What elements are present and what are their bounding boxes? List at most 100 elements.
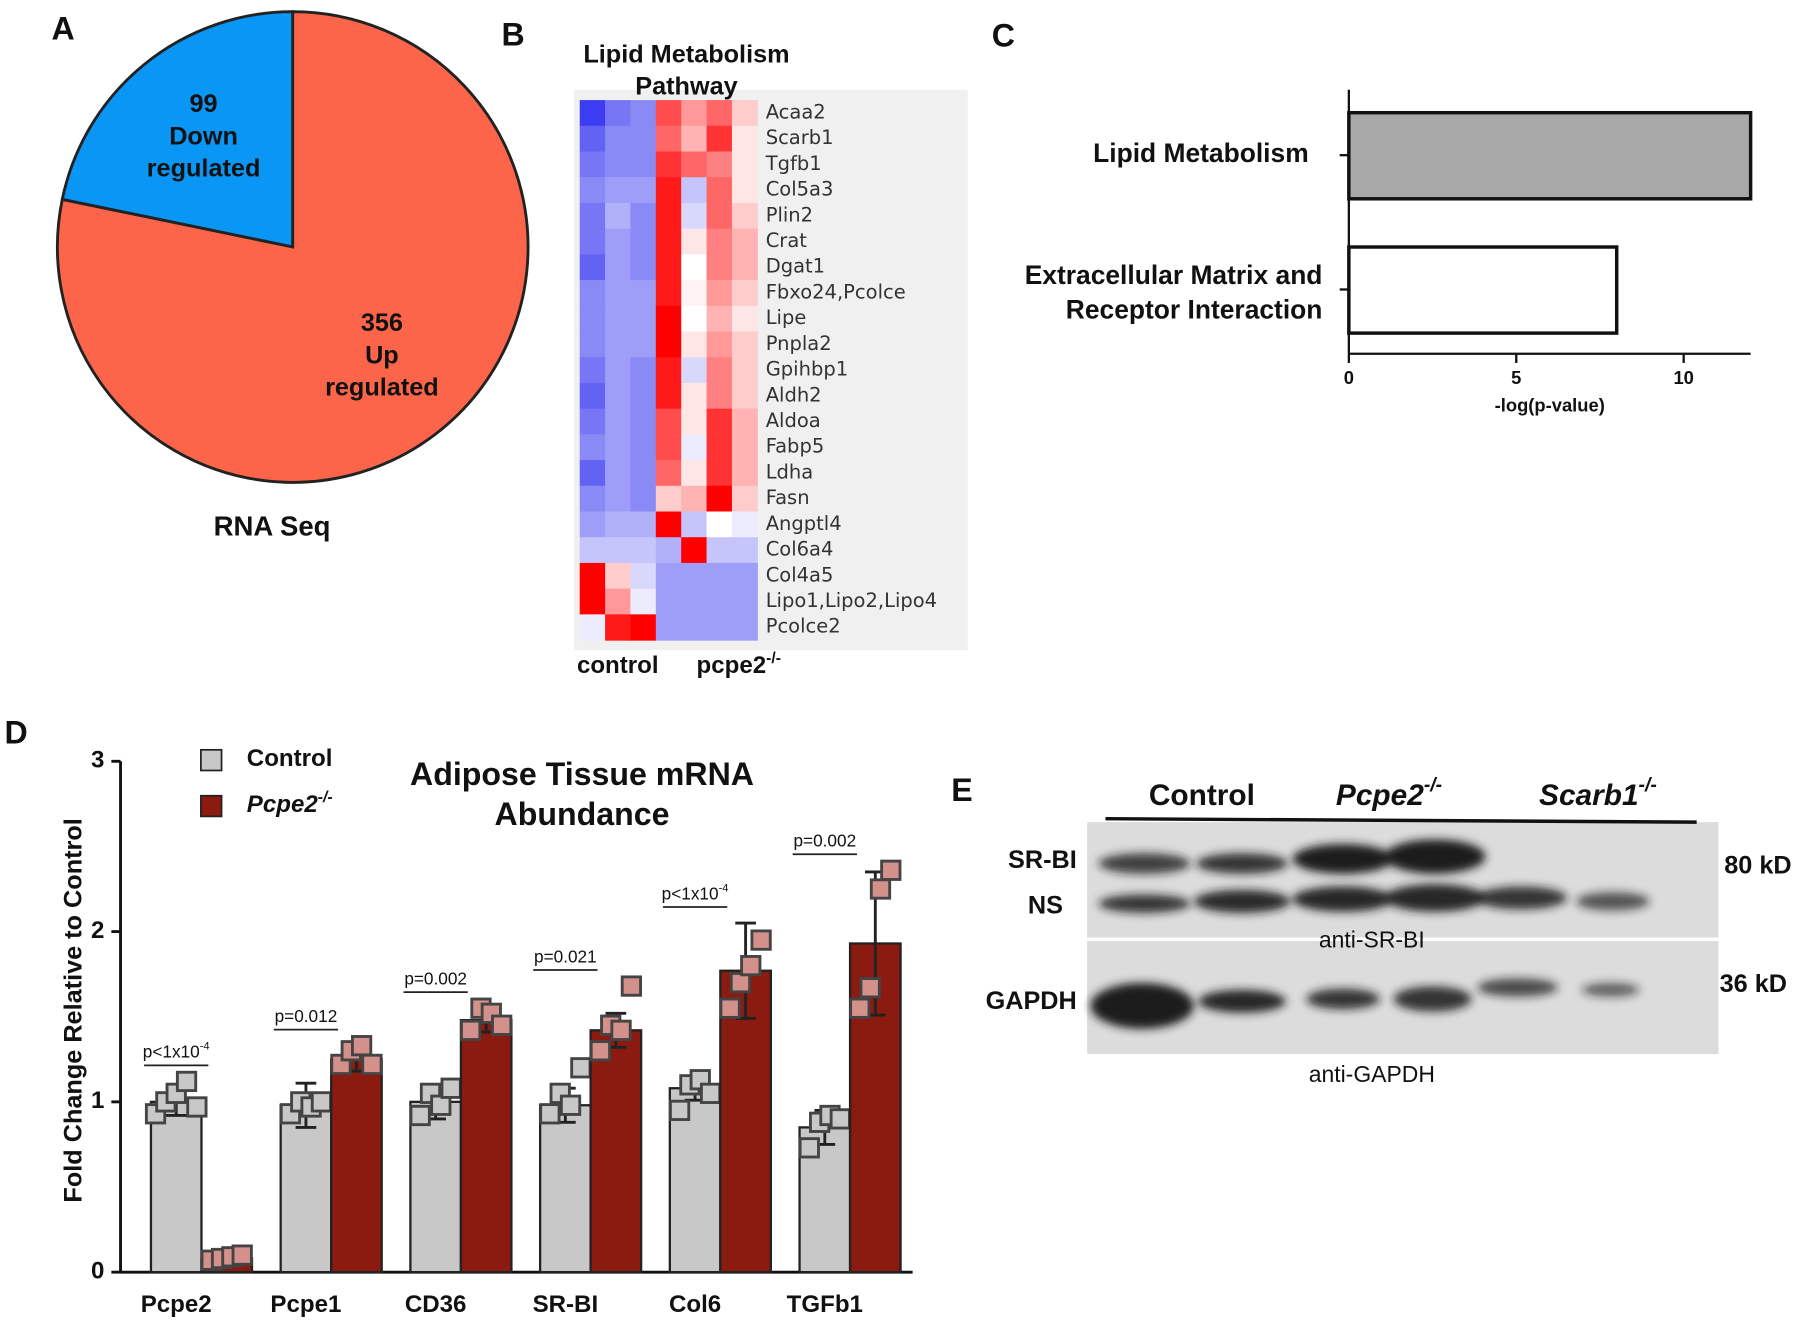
heatmap-cell (731, 511, 758, 538)
y-tick-label: Lipid Metabolism (1093, 138, 1309, 168)
heatmap-cell (681, 485, 708, 513)
p-value-label-main: p<1x10 (662, 883, 719, 903)
band (1581, 982, 1640, 997)
heatmap-cell (655, 331, 682, 358)
lane-label-main: Control (1149, 779, 1255, 812)
data-point (539, 1103, 561, 1125)
y-tick-label: 1 (91, 1087, 104, 1114)
column-group-label: pcpe2-/- (697, 650, 781, 680)
legend-swatch (200, 748, 223, 772)
heatmap-cell (681, 254, 708, 281)
data-point (869, 878, 892, 900)
heatmap-cell (630, 228, 657, 255)
x-tick-label: CD36 (405, 1291, 467, 1318)
heatmap-cell (630, 485, 657, 513)
heatmap-cell (681, 511, 708, 538)
p-value-label: p=0.002 (404, 968, 467, 988)
heatmap-cell (579, 280, 606, 307)
heatmap-cell (630, 588, 657, 615)
legend-label-main: Control (247, 746, 333, 773)
data-point (829, 1108, 851, 1130)
heatmap-cell (706, 460, 733, 487)
heatmap-cell (731, 588, 758, 615)
antibody-label: anti-GAPDH (1309, 1061, 1435, 1087)
heatmap-cell (706, 280, 733, 307)
x-axis-label: -log(p-value) (1495, 394, 1605, 415)
heatmap-cell (630, 537, 657, 564)
band (1098, 853, 1191, 874)
heatmap-cell (655, 254, 682, 281)
text-line: Extracellular Matrix and (1025, 260, 1323, 290)
band (1196, 853, 1289, 874)
heatmap-cell (731, 228, 758, 255)
heatmap-cell (706, 202, 733, 230)
p-value-label-main: p=0.002 (404, 968, 467, 988)
x-tick-label: 10 (1673, 367, 1693, 388)
heatmap-cell (605, 228, 632, 255)
heatmap-cell (731, 151, 758, 178)
heatmap-cell (579, 511, 606, 538)
heatmap-cell (630, 434, 657, 461)
heatmap-cell (579, 460, 606, 487)
heatmap-cell (706, 228, 733, 255)
heatmap-cell (605, 254, 632, 281)
p-value-label: p=0.021 (534, 946, 597, 966)
band (1393, 986, 1472, 1012)
lane-label-main: Pcpe2 (1336, 779, 1424, 812)
heatmap-cell (731, 254, 758, 281)
heatmap-cell (655, 460, 682, 487)
heatmap-cell (655, 177, 682, 204)
heatmap-cell (655, 485, 682, 513)
x-tick-label: 5 (1511, 367, 1521, 388)
heatmap-cell (630, 357, 657, 384)
heatmap-cell (630, 511, 657, 538)
row-label: Dgat1 (766, 255, 825, 278)
heatmap-cell (605, 434, 632, 461)
bar (279, 1104, 333, 1274)
heatmap-cell (731, 177, 758, 204)
slice-label: Down regulated (147, 122, 261, 182)
x-tick-label: TGFb1 (787, 1291, 863, 1318)
heatmap-cell (731, 280, 758, 307)
row-label: Acaa2 (766, 100, 826, 123)
p-value-label: p=0.012 (275, 1006, 338, 1026)
data-point (409, 1104, 431, 1127)
heatmap-cell (655, 562, 682, 590)
heatmap-cell (579, 588, 606, 615)
band (1384, 884, 1486, 912)
heatmap-cell (655, 202, 682, 230)
heatmap-cell (630, 614, 657, 641)
data-point (570, 1057, 592, 1079)
chart-title: Adipose Tissue mRNA Abundance (410, 756, 754, 832)
column-group-label: control (577, 653, 659, 680)
heatmap-cell (731, 202, 758, 230)
heatmap-cell (655, 408, 682, 435)
data-point (610, 1019, 632, 1041)
lane-label-main: Scarb1 (1539, 779, 1639, 812)
text-line: Down (169, 122, 238, 150)
heatmap-cell (605, 408, 632, 435)
panel-letter: E (951, 772, 972, 808)
heatmap-cell (579, 357, 606, 384)
row-label: Angptl4 (766, 512, 842, 535)
heatmap-cell (579, 151, 606, 178)
data-point (440, 1077, 462, 1099)
data-point (849, 997, 871, 1019)
heatmap-title: Lipid Metabolism Pathway (583, 40, 789, 100)
heatmap-cell (681, 151, 708, 178)
data-point (491, 1014, 513, 1036)
row-label: Tgfb1 (765, 152, 822, 175)
heatmap-cell (579, 100, 606, 127)
heatmap-cell (605, 331, 632, 358)
heatmap-cell (706, 537, 733, 564)
heatmap-cell (706, 177, 733, 204)
legend-swatch (200, 794, 223, 818)
band-label: NS (1028, 892, 1063, 920)
band (1477, 978, 1558, 997)
bar (1347, 110, 1753, 201)
heatmap-cell (630, 202, 657, 230)
heatmap-cell (706, 100, 733, 127)
data-point (460, 1019, 482, 1041)
heatmap-cell (605, 460, 632, 487)
p-value-label-main: p=0.002 (793, 830, 856, 850)
